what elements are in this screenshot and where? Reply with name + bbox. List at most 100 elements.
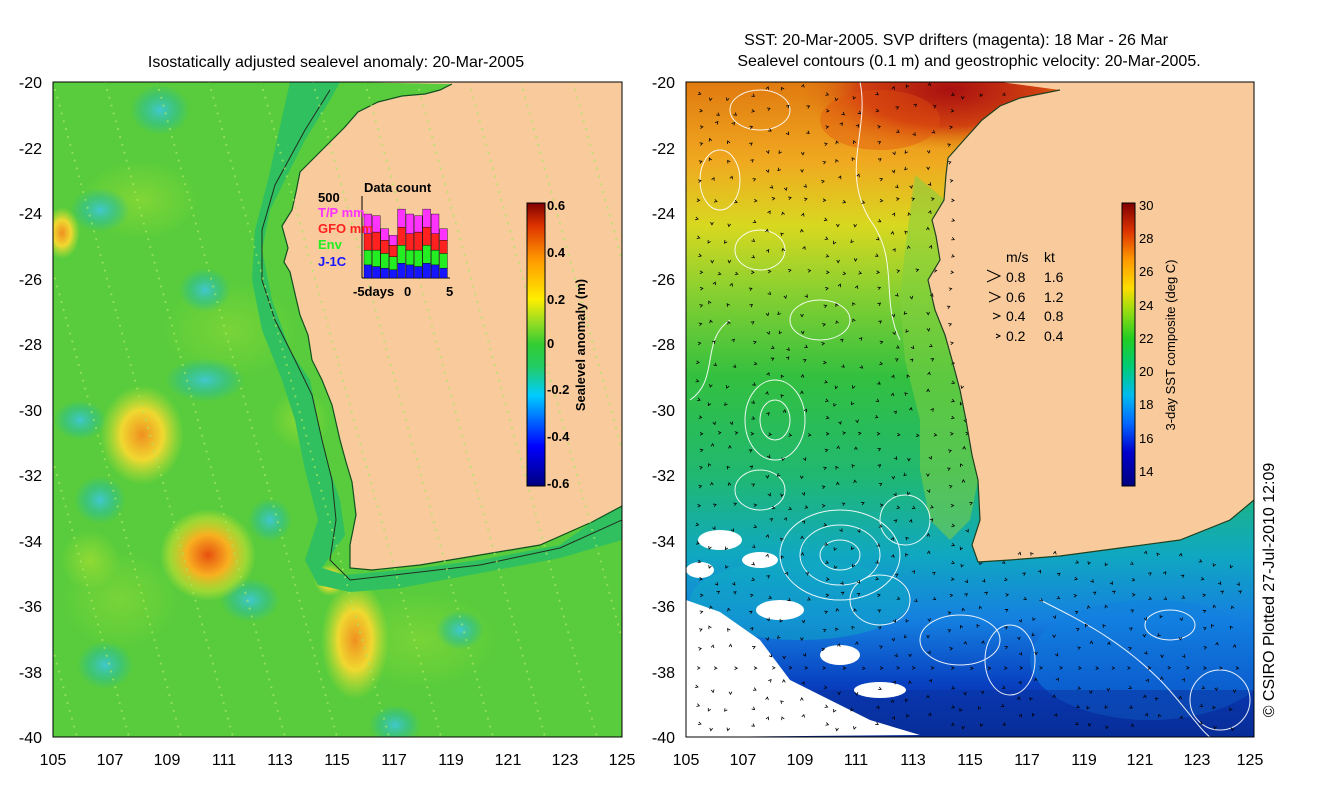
velocity-arrow [753, 524, 758, 529]
velocity-arrow [877, 381, 881, 385]
track-dot [476, 112, 479, 115]
velocity-arrow [963, 691, 967, 696]
velocity-arrow [731, 338, 735, 343]
track-dot [106, 88, 109, 91]
sla-colorbar-tick: 0.2 [547, 292, 565, 307]
track-dot [374, 497, 377, 500]
velocity-arrow [821, 341, 826, 346]
velocity-arrow [857, 529, 861, 533]
track-dot [474, 293, 477, 296]
velocity-arrow [699, 270, 704, 275]
data-count-bars [363, 208, 448, 279]
track-dot [149, 245, 152, 249]
track-dot [318, 481, 321, 484]
velocity-arrow [878, 686, 882, 690]
track-dot [261, 277, 265, 280]
track-dot [251, 238, 254, 241]
track-dot [298, 411, 301, 414]
track-dot [138, 395, 141, 398]
track-dot [173, 143, 176, 146]
velocity-arrow [785, 131, 790, 136]
track-dot [177, 725, 180, 728]
velocity-arrow [780, 493, 784, 498]
track-dot [469, 277, 473, 280]
track-dot [588, 521, 592, 524]
track-dot [471, 473, 475, 477]
velocity-arrow [824, 398, 829, 402]
velocity-arrow [961, 479, 966, 483]
velocity-arrow [824, 236, 829, 240]
track-dot [435, 528, 438, 532]
velocity-arrow [825, 287, 829, 291]
track-dot [127, 733, 130, 736]
track-dot [223, 135, 226, 139]
track-dot [235, 560, 238, 563]
track-dot [94, 426, 98, 429]
velocity-arrow [1074, 576, 1079, 581]
velocity-legend-ms: 0.4 [1006, 308, 1026, 324]
velocity-arrow [904, 150, 909, 154]
track-dot [426, 308, 429, 312]
track-dot [326, 324, 330, 327]
velocity-arrow [946, 467, 951, 471]
track-dot [612, 418, 615, 422]
track-dot [58, 481, 61, 484]
velocity-legend-kt: 1.2 [1044, 289, 1064, 305]
velocity-arrow [765, 637, 770, 641]
track-dot [473, 670, 477, 673]
track-dot [424, 300, 427, 304]
track-dot [517, 261, 520, 264]
velocity-arrow [929, 518, 934, 522]
track-dot [437, 536, 440, 539]
velocity-arrow [1236, 582, 1240, 586]
velocity-arrow [708, 97, 713, 102]
velocity-arrow [856, 580, 861, 584]
velocity-arrow [1018, 651, 1023, 656]
velocity-arrow [710, 481, 714, 486]
track-dot [120, 521, 124, 524]
velocity-arrow [785, 356, 790, 360]
track-dot [210, 88, 213, 91]
track-dot [445, 379, 449, 382]
velocity-arrow [782, 655, 786, 660]
track-dot [109, 670, 113, 673]
velocity-arrow [699, 466, 703, 470]
track-dot [218, 308, 221, 312]
velocity-arrow [1178, 552, 1183, 557]
track-dot [127, 167, 130, 170]
track-dot [506, 411, 509, 414]
track-dot [558, 411, 561, 414]
track-dot [419, 473, 423, 477]
track-dot [456, 230, 460, 233]
velocity-arrow [728, 643, 733, 648]
velocity-arrow [927, 650, 931, 655]
track-dot [153, 450, 156, 453]
track-dot [589, 332, 592, 335]
right-lat-axis: -20 -22 -24 -26 -28 -30 -32 -34 -36 -38 … [652, 75, 675, 747]
track-dot [237, 568, 241, 571]
track-dot [160, 96, 163, 99]
track-dot [268, 300, 271, 304]
track-dot [489, 348, 492, 351]
track-dot [456, 418, 459, 422]
velocity-arrow [905, 329, 909, 333]
track-dot [582, 497, 585, 500]
track-dot [90, 411, 93, 414]
left-lon-tick: 105 [40, 752, 67, 769]
track-dot [424, 489, 427, 492]
right-lat-tick: -34 [652, 534, 675, 551]
track-dot [300, 607, 303, 610]
velocity-arrow [708, 157, 713, 162]
track-dot [246, 222, 249, 225]
velocity-arrow [1030, 552, 1034, 556]
velocity-arrow [908, 519, 913, 523]
velocity-arrow [910, 345, 915, 350]
track-dot [235, 183, 239, 186]
data-count-legend-gfo: GFO mm [318, 221, 373, 236]
velocity-arrow [727, 159, 731, 164]
track-dot [430, 701, 433, 705]
track-dot [53, 277, 57, 280]
track-dot [331, 340, 334, 343]
track-dot [524, 285, 527, 288]
